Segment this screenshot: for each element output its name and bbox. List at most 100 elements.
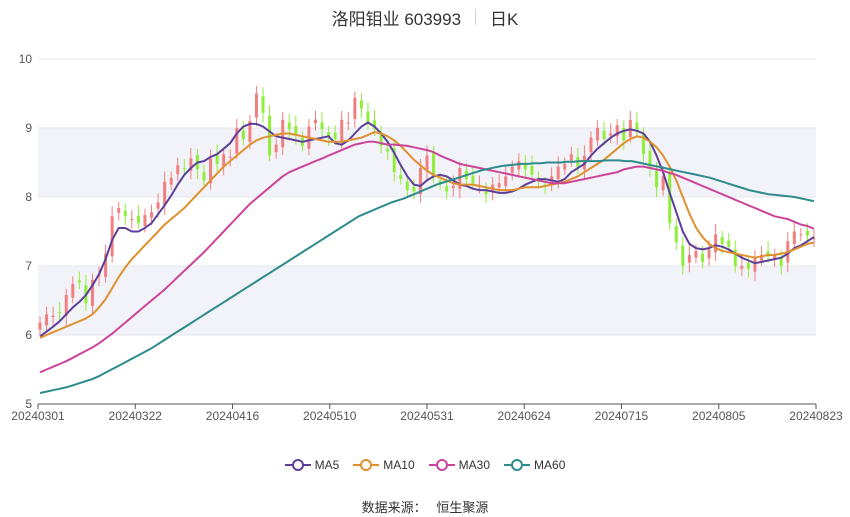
candle-body [143,214,147,226]
legend-label: MA30 [458,458,491,472]
data-source-label: 数据来源： [361,500,427,515]
chart-legend[interactable]: MA5 MA10 MA30 MA60 [0,458,850,472]
y-tick-label: 6 [25,328,32,342]
x-tick-label: 20240624 [498,409,552,423]
title-separator [475,9,477,25]
candle-body [746,262,750,269]
candlestick-chart: 5 6 7 8 9 10 20240301 20240322 20240416 20240510 2… [11,52,843,423]
candle-body [471,175,475,184]
candle-body [156,202,160,209]
candle-body [274,144,278,153]
candle-body [235,128,239,154]
candle-body [510,166,514,173]
x-tick-label: 20240322 [109,409,163,423]
x-tick-label: 20240301 [11,409,65,423]
candle-body [405,181,409,191]
candle-body [622,128,626,141]
series-line-ma10 [39,131,815,339]
candle-body [209,158,213,184]
candle-body [609,133,613,136]
candle-body [399,174,403,180]
candle-body [58,312,62,314]
candle-body [136,215,140,224]
candle-body [248,121,252,142]
y-tick-label: 9 [25,121,32,135]
candle-body [517,161,521,170]
candle-body [45,314,49,326]
candle-body [51,315,55,318]
candle-body [674,225,678,243]
candle-body [812,238,816,240]
candle-body [635,122,639,131]
candle-body [523,163,527,170]
candle-body [792,231,796,244]
candle-body [773,254,777,260]
y-tick-label: 10 [19,52,33,66]
candle-body [117,208,121,213]
candle-body [655,170,659,188]
legend-label: MA5 [314,458,340,472]
candle-body [353,97,357,120]
candle-body [432,152,436,178]
legend-item-ma30[interactable]: MA30 [428,458,491,472]
series-line-ma60 [39,159,815,394]
candle-body [90,279,94,307]
y-tick-label: 5 [25,397,32,411]
candle-body [379,132,383,146]
candle-body [530,165,534,175]
candle-body [294,125,298,135]
legend-marker [284,459,311,471]
series-line-ma5 [39,121,815,338]
candle-body [451,185,455,189]
x-tick-label: 20240715 [595,409,649,423]
candle-body [373,120,377,130]
candle-body [589,137,593,153]
candle-body [563,163,567,170]
candle-body [386,148,390,152]
candle-body [202,172,206,181]
legend-marker [353,459,380,471]
chart-title: 洛阳钼业 603993 日K [0,4,850,30]
legend-item-ma10[interactable]: MA10 [353,458,415,472]
legend-label: MA10 [383,458,415,472]
candle-body [64,294,68,316]
x-tick-label: 20240805 [692,409,746,423]
legend-item-ma60[interactable]: MA60 [504,458,565,472]
candle-body [727,240,731,247]
candle-body [602,130,606,140]
candle-body [169,177,173,185]
candle-body [333,132,337,140]
legend-item-ma5[interactable]: MA5 [284,458,340,472]
candle-body [760,254,764,261]
candle-body [241,130,245,140]
x-tick-label: 20240531 [400,409,454,423]
candle-body [805,230,809,236]
chart-title-period: 日K [490,9,519,29]
candle-body [327,132,331,137]
candle-body [71,283,75,298]
candle-body [261,96,265,113]
candle-body [596,128,600,141]
candle-body [740,266,744,269]
candle-body [340,119,344,142]
legend-label: MA60 [534,458,566,472]
candle-body [733,249,737,266]
candle-body [228,156,232,158]
candle-body [313,119,317,124]
candle-body [694,250,698,258]
candle-body [287,122,291,130]
candle-body [222,154,226,167]
candle-body [556,166,560,180]
candle-body [661,176,665,191]
candle-body [104,253,108,278]
candle-body [359,100,363,109]
candle-body [425,155,429,171]
candle-body [668,172,672,224]
candle-body [346,122,350,124]
candle-body [799,234,803,236]
candle-body [38,322,42,330]
candle-body [150,212,154,218]
candle-body [445,185,449,192]
candle-body [215,154,219,164]
x-tick-label: 20240823 [789,409,843,423]
